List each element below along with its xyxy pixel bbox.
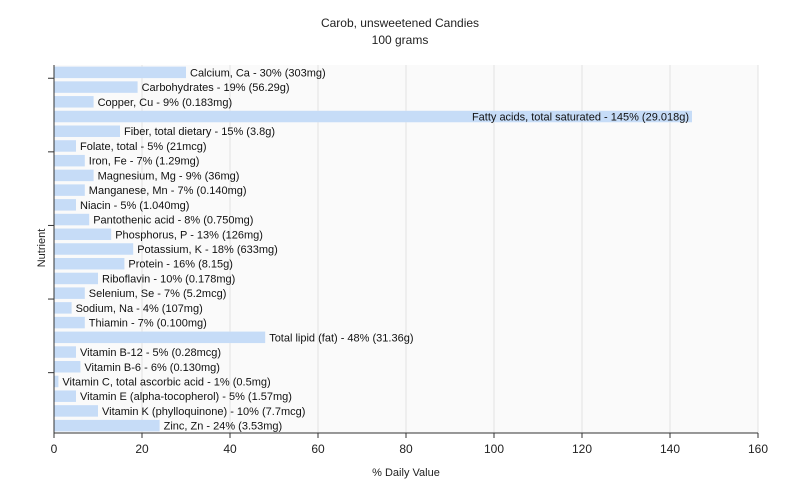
- bar: [54, 243, 134, 255]
- x-tick-label: 120: [572, 442, 592, 456]
- bar-label: Phosphorus, P - 13% (126mg): [115, 229, 263, 241]
- x-axis-label: % Daily Value: [372, 467, 440, 479]
- bar: [54, 66, 186, 79]
- axes: 0 20 40 60 80 100 120 140 160: [48, 65, 768, 456]
- bar-label: Selenium, Se - 7% (5.2mcg): [89, 288, 227, 300]
- bar-label: Iron, Fe - 7% (1.29mg): [89, 156, 200, 168]
- bar: [54, 361, 81, 373]
- bar-label: Zinc, Zn - 24% (3.53mg): [164, 421, 283, 433]
- bar-label: Vitamin B-6 - 6% (0.130mg): [84, 362, 220, 374]
- x-tick-label: 40: [223, 442, 237, 456]
- bar: [54, 154, 85, 167]
- bar: [54, 184, 85, 196]
- bar: [54, 302, 72, 314]
- bar: [54, 390, 76, 402]
- bar-label: Pantothenic acid - 8% (0.750mg): [93, 215, 253, 227]
- x-tick-label: 100: [484, 442, 504, 456]
- bar: [54, 257, 125, 270]
- bar-label: Calcium, Ca - 30% (303mg): [190, 67, 326, 79]
- bar-label: Manganese, Mn - 7% (0.140mg): [89, 185, 247, 197]
- bar: [54, 81, 138, 93]
- grid-lines: [141, 65, 759, 433]
- bar-label: Fiber, total dietary - 15% (3.8g): [124, 126, 275, 138]
- bar: [54, 316, 85, 329]
- bar-label: Potassium, K - 18% (633mg): [137, 244, 278, 256]
- bar: [54, 228, 112, 241]
- bar-label: Protein - 16% (8.15g): [128, 259, 233, 271]
- bar-label: Riboflavin - 10% (0.178mg): [102, 273, 235, 285]
- bar-label: Fatty acids, total saturated - 145% (29.…: [472, 112, 689, 124]
- bar-label: Vitamin K (phylloquinone) - 10% (7.7mcg): [102, 406, 305, 418]
- bars: Calcium, Ca - 30% (303mg) Carbohydrates -…: [54, 66, 692, 433]
- bar: [54, 199, 76, 211]
- x-tick-label: 60: [311, 442, 325, 456]
- bar-label: Vitamin E (alpha-tocopherol) - 5% (1.57m…: [80, 391, 292, 403]
- bar-label: Sodium, Na - 4% (107mg): [76, 303, 203, 315]
- y-axis-label: Nutrient: [36, 229, 48, 268]
- bar: [54, 419, 160, 432]
- bar: [54, 346, 76, 358]
- bar: [54, 213, 90, 226]
- bar-label: Copper, Cu - 9% (0.183mg): [98, 97, 233, 109]
- bar-label: Total lipid (fat) - 48% (31.36g): [269, 332, 413, 344]
- bar-label: Magnesium, Mg - 9% (36mg): [98, 170, 240, 182]
- bar-label: Carbohydrates - 19% (56.29g): [142, 82, 290, 94]
- bar-label: Vitamin C, total ascorbic acid - 1% (0.5…: [62, 376, 270, 388]
- bar: [54, 125, 120, 137]
- bar: [54, 110, 692, 123]
- bar: [54, 331, 266, 344]
- bar-label: Folate, total - 5% (21mcg): [80, 141, 207, 153]
- bar: [54, 405, 98, 417]
- x-tick-label: 140: [660, 442, 680, 456]
- bar-label: Niacin - 5% (1.040mg): [80, 200, 189, 212]
- bar: [54, 96, 94, 108]
- x-tick-label: 0: [51, 442, 58, 456]
- bar: [54, 287, 85, 299]
- x-tick-label: 160: [748, 442, 768, 456]
- bar: [54, 272, 98, 285]
- chart-subtitle: 100 grams: [372, 33, 429, 47]
- chart-title: Carob, unsweetened Candies: [321, 16, 479, 30]
- bar: [54, 375, 59, 388]
- bar-label: Vitamin B-12 - 5% (0.28mcg): [80, 347, 221, 359]
- bar: [54, 169, 94, 182]
- x-tick-label: 20: [135, 442, 149, 456]
- bar-label: Thiamin - 7% (0.100mg): [89, 318, 207, 330]
- bar: [54, 140, 76, 152]
- x-tick-label: 80: [399, 442, 413, 456]
